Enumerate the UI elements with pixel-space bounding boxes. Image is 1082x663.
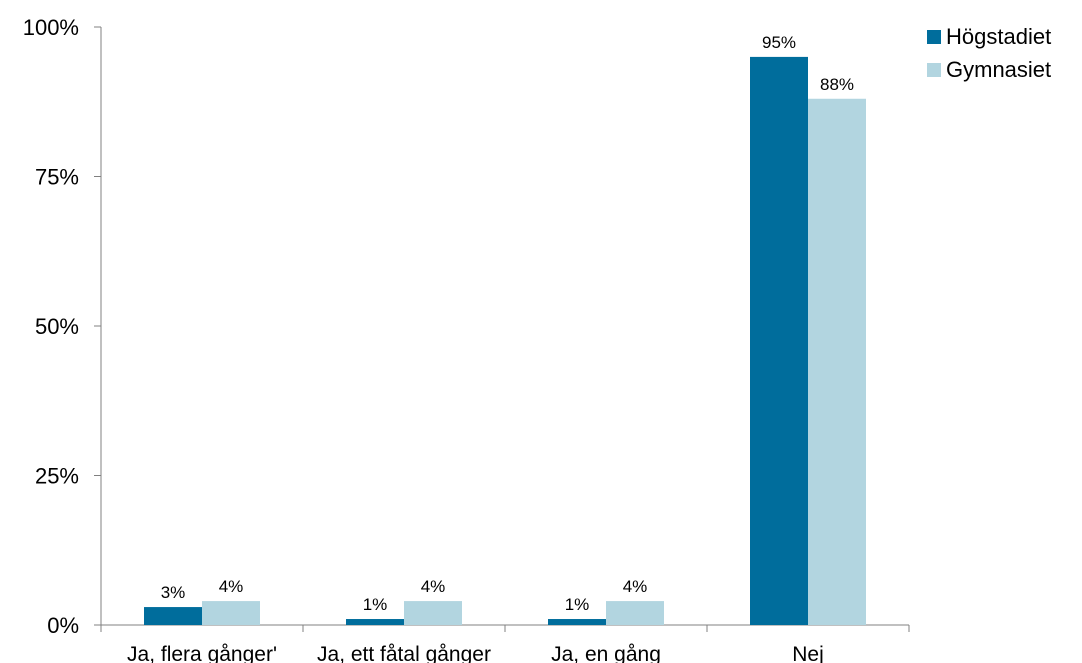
legend-swatch bbox=[927, 63, 941, 77]
y-tick-label: 100% bbox=[23, 15, 79, 40]
bar bbox=[404, 601, 462, 625]
x-tick-label: Ja, en gång bbox=[551, 643, 661, 663]
data-label: 4% bbox=[421, 577, 446, 596]
bar bbox=[346, 619, 404, 625]
data-label: 1% bbox=[363, 595, 388, 614]
data-label: 1% bbox=[565, 595, 590, 614]
data-labels: 3% 1% 1% 95% 4% 4% 4% 88% bbox=[161, 33, 854, 614]
bar bbox=[202, 601, 260, 625]
bar bbox=[548, 619, 606, 625]
y-tick-label: 25% bbox=[35, 464, 79, 489]
bar bbox=[750, 56, 808, 625]
axes: 0% 25% 50% 75% 100% Ja, flera gånger' Ja, ett … bbox=[23, 15, 910, 663]
data-label: 3% bbox=[161, 583, 186, 602]
data-label: 88% bbox=[820, 75, 854, 94]
y-tick-label: 0% bbox=[47, 613, 79, 638]
x-tick-label: Ja, ett fåtal gånger bbox=[317, 643, 491, 663]
legend-label: Gymnasiet bbox=[946, 57, 1051, 82]
legend-label: Högstadiet bbox=[946, 24, 1051, 49]
x-tick-label: Ja, flera gånger' bbox=[127, 643, 277, 663]
data-label: 95% bbox=[762, 33, 796, 52]
bar bbox=[808, 98, 866, 625]
legend-swatch bbox=[927, 30, 941, 44]
bar bbox=[606, 601, 664, 625]
bar bbox=[144, 607, 202, 625]
y-tick-label: 75% bbox=[35, 165, 79, 190]
bars bbox=[144, 56, 866, 625]
y-tick-label: 50% bbox=[35, 314, 79, 339]
legend: Högstadiet Gymnasiet bbox=[927, 24, 1051, 82]
x-tick-label: Nej bbox=[792, 643, 824, 663]
data-label: 4% bbox=[219, 577, 244, 596]
data-label: 4% bbox=[623, 577, 648, 596]
